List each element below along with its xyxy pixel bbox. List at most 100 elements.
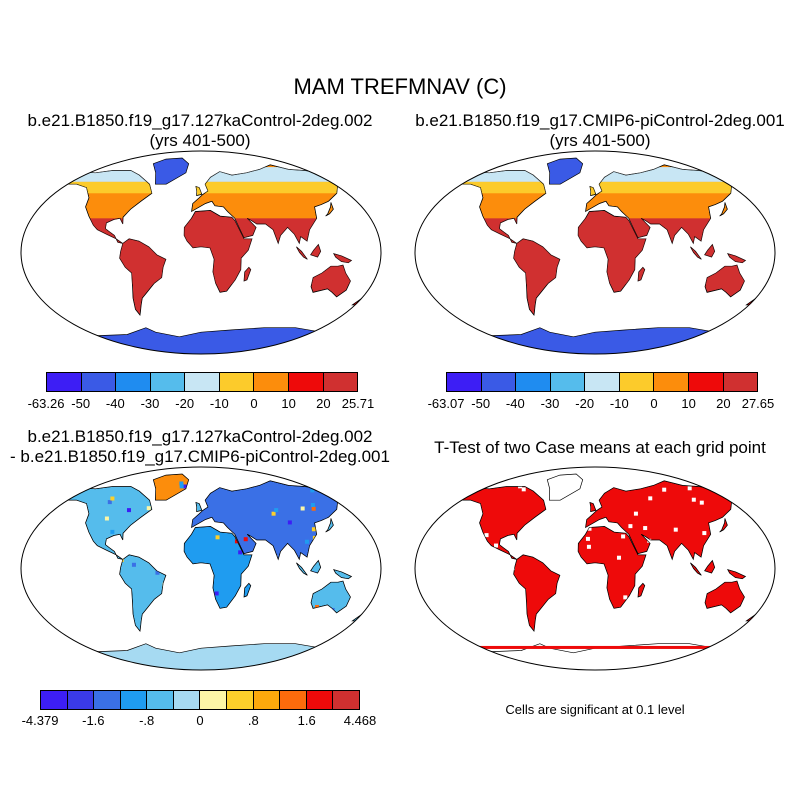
grid-cell [189,670,193,674]
grid-cell [320,664,324,668]
non-significant-cell [773,519,777,523]
grid-cell [317,668,321,672]
grid-cell [29,510,33,514]
grid-cell [81,670,85,674]
grid-cell [324,662,328,666]
grid-cell [378,611,382,615]
non-significant-cell [425,644,429,648]
grid-cell [65,654,69,658]
temperature-band [727,253,746,263]
grid-cell [346,629,350,633]
non-significant-cell [469,651,473,655]
grid-cell [64,485,68,489]
colorbar-swatch [150,373,186,391]
grid-cell [68,652,72,656]
grid-cell [328,472,332,476]
non-significant-cell [771,494,775,498]
grid-cell [104,516,109,521]
grid-cell [325,648,329,652]
grid-cell [77,663,81,667]
grid-cell [23,621,27,625]
non-significant-cell [648,496,653,501]
colorbar-label: 27.65 [741,396,775,411]
grid-cell [302,652,306,656]
grid-cell [361,633,365,637]
non-significant-cell [722,669,726,673]
non-significant-cell [687,658,691,662]
grid-cell [118,667,122,671]
grid-cell [348,467,352,471]
main-title: MAM TREFMNAV (C) [293,74,507,99]
grid-cell [314,650,318,654]
colorbar-label: -30 [540,396,560,411]
grid-cell [271,511,276,516]
non-significant-cell [430,654,434,658]
grid-cell [58,643,62,647]
grid-cell [371,656,375,660]
grid-cell [379,658,383,662]
non-significant-cell [671,469,675,473]
grid-cell [38,497,42,501]
grid-cell [24,496,28,500]
grid-cell [353,486,357,490]
non-significant-cell [703,469,707,473]
grid-cell [26,511,30,515]
grid-cell [331,487,335,491]
grid-cell [62,493,66,497]
colorbar-swatch [41,691,68,709]
grid-cell [73,653,77,657]
grid-cell [277,668,281,672]
non-significant-cell [415,485,419,489]
grid-cell [104,657,108,661]
grid-cell [377,466,381,470]
non-significant-cell [734,476,738,480]
grid-cell [75,473,79,477]
grid-cell [27,519,31,523]
non-significant-cell [431,622,435,626]
grid-cell [373,604,377,608]
non-significant-cell [444,469,448,473]
non-significant-cell [733,648,737,652]
grid-cell [378,596,382,600]
non-significant-cell [512,666,516,670]
grid-cell [83,483,87,487]
grid-cell [26,624,30,628]
grid-cell [307,475,311,479]
colorbar-swatch [447,373,482,391]
grid-cell [376,659,380,663]
non-significant-cell [663,664,667,668]
grid-cell [23,629,27,633]
grid-cell [27,503,31,507]
non-significant-cell [702,531,707,536]
grid-cell [86,473,90,477]
grid-cell [107,668,111,672]
colorbar-label: -.8 [139,713,155,728]
grid-cell [59,492,63,496]
non-significant-cell [439,631,443,635]
grid-cell [34,614,38,618]
non-significant-cell [720,645,724,649]
grid-cell [314,478,318,482]
grid-cell [51,468,55,472]
colorbar-label: -30 [140,396,160,411]
colorbar-swatch [120,691,148,709]
grid-cell [381,625,385,629]
grid-cell [28,654,32,658]
map-difference [20,466,382,671]
grid-cell [28,668,32,672]
grid-cell [293,656,297,660]
grid-cell [377,600,381,604]
grid-cell [367,645,371,649]
non-significant-cell [429,487,433,491]
non-significant-cell [765,514,769,518]
grid-cell [66,652,70,656]
grid-cell [357,473,361,477]
grid-cell [66,468,70,472]
grid-cell [320,647,324,651]
grid-cell [361,617,366,621]
grid-cell [373,655,377,659]
non-significant-cell [772,505,776,509]
landmass-greenland [546,157,584,185]
non-significant-cell [691,497,696,502]
grid-cell [77,469,81,473]
